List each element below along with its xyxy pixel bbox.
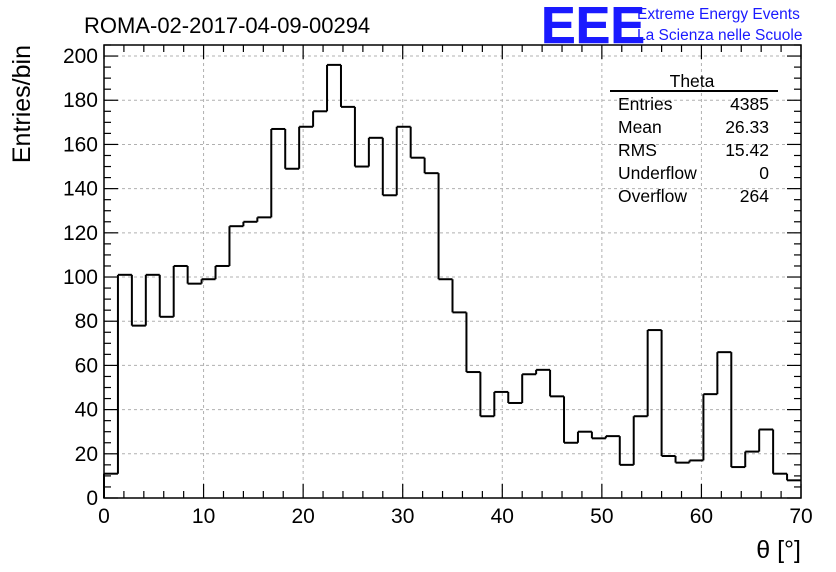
histogram-bin xyxy=(214,264,230,280)
histogram-bin xyxy=(535,368,551,375)
histogram-bin xyxy=(228,225,244,266)
histogram-bin xyxy=(702,393,718,461)
x-tick-label: 10 xyxy=(192,505,215,528)
y-tick-label: 20 xyxy=(75,443,98,466)
histogram-bin xyxy=(563,396,578,444)
histogram-bin xyxy=(758,428,774,452)
histogram-bin xyxy=(618,436,634,466)
histogram-bin xyxy=(660,330,676,458)
y-tick-label: 100 xyxy=(63,266,98,289)
x-tick-label: 60 xyxy=(690,505,713,528)
grid-lines xyxy=(104,45,801,498)
chart-title: ROMA-02-2017-04-09-00294 xyxy=(84,13,370,38)
x-tick-label: 40 xyxy=(491,505,514,528)
x-tick-label: 30 xyxy=(391,505,414,528)
histogram-bin xyxy=(158,274,174,318)
y-tick-label: 180 xyxy=(63,89,98,112)
histogram-bin xyxy=(284,128,300,170)
y-tick-label: 0 xyxy=(86,487,98,510)
stats-row-value: 26.33 xyxy=(725,117,769,137)
y-tick-label: 140 xyxy=(63,178,98,201)
logo-line-1: Extreme Energy Events xyxy=(637,6,800,23)
histogram-bin xyxy=(632,415,648,465)
tick-labels: 0 10 20 30 40 50 60 70 0 20 40 60 80 100 120 140 160 180 2… xyxy=(63,45,813,528)
histogram-bin xyxy=(298,125,314,169)
histogram-bin xyxy=(353,106,369,168)
histogram-bin xyxy=(186,265,202,285)
plot-frame xyxy=(103,44,802,499)
histogram-bin xyxy=(116,273,132,474)
histogram-bin xyxy=(744,450,760,468)
stats-row-label: RMS xyxy=(618,140,657,160)
histogram-bin xyxy=(242,220,258,227)
histogram-bin xyxy=(549,369,565,398)
histogram-bin xyxy=(576,430,592,443)
x-tick-label: 70 xyxy=(789,505,812,528)
x-axis-label: θ [°] xyxy=(756,536,801,564)
histogram-bin xyxy=(200,278,216,284)
y-tick-label: 80 xyxy=(75,310,98,333)
histogram-bin xyxy=(507,391,523,404)
histogram-bin xyxy=(786,473,801,482)
x-tick-label: 20 xyxy=(291,505,314,528)
histogram-bin xyxy=(688,459,704,463)
stats-box-name: Theta xyxy=(670,71,715,91)
y-axis-label: Entries/bin xyxy=(8,45,36,163)
histogram-bin xyxy=(256,216,272,222)
histogram-bin xyxy=(493,390,509,417)
y-tick-label: 60 xyxy=(75,354,98,377)
y-tick-label: 160 xyxy=(63,133,98,156)
histogram-bin xyxy=(479,372,495,418)
histogram-bin xyxy=(772,429,788,475)
y-tick-label: 200 xyxy=(63,45,98,68)
histogram-bin xyxy=(590,431,606,440)
histogram-bin xyxy=(521,373,537,403)
histogram-bin xyxy=(716,351,732,395)
histogram-bin xyxy=(423,157,439,175)
y-tick-label: 40 xyxy=(75,399,98,422)
histogram-bin xyxy=(465,312,481,374)
histogram-bin xyxy=(172,264,188,317)
histogram-bin xyxy=(409,126,425,159)
axis-ticks xyxy=(103,44,802,499)
histogram-bin xyxy=(130,274,146,327)
histogram-bin xyxy=(339,64,355,108)
stats-row-value: 15.42 xyxy=(725,140,769,160)
histogram-bin xyxy=(144,273,160,326)
histogram-bin xyxy=(604,435,620,439)
histogram-bin xyxy=(674,456,690,464)
histogram-bin xyxy=(312,110,328,127)
y-tick-label: 120 xyxy=(63,222,98,245)
logo-mark: EEE xyxy=(541,0,645,55)
histogram-bin xyxy=(437,173,453,281)
stats-row-label: Mean xyxy=(618,117,662,137)
histogram-bin xyxy=(395,125,411,196)
stats-row-value: 0 xyxy=(759,163,769,183)
histogram-bin xyxy=(326,63,341,112)
logo-line-2: La Scienza nelle Scuole xyxy=(637,27,802,44)
stats-row-label: Overflow xyxy=(618,186,687,206)
histogram-bin xyxy=(381,137,397,197)
x-tick-label: 50 xyxy=(590,505,613,528)
histogram-bin xyxy=(730,352,746,469)
x-tick-label: 0 xyxy=(98,505,110,528)
histogram-bin xyxy=(270,127,286,218)
stats-row-label: Underflow xyxy=(618,163,697,183)
stats-row-label: Entries xyxy=(618,94,673,114)
histogram-bin xyxy=(451,279,467,314)
histogram-bin xyxy=(367,136,383,167)
histogram-bin xyxy=(646,329,662,417)
histogram-bins xyxy=(103,63,801,498)
logo: EEE Extreme Energy Events La Scienza nel… xyxy=(541,0,803,55)
stats-row-value: 4385 xyxy=(730,94,769,114)
stats-row-value: 264 xyxy=(740,186,769,206)
stats-box: Theta Entries 4385 Mean 26.33 RMS 15.42 Underf… xyxy=(610,71,778,206)
histogram-bin xyxy=(103,472,118,498)
